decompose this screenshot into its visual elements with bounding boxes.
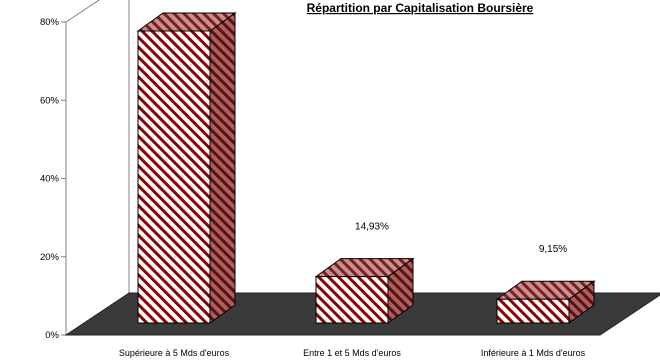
- labels-layer: 0% 20% 40% 60% 80% Supérieure à 5 Mds d'euros…: [40, 17, 586, 358]
- y-tick-label: 80%: [40, 17, 60, 28]
- x-tick-label: Entre 1 et 5 Mds d'euros: [303, 348, 401, 358]
- data-label: 14,93%: [355, 222, 389, 233]
- chart-title: Répartition par Capitalisation Boursière: [307, 1, 534, 15]
- y-tick-label: 20%: [40, 252, 60, 263]
- bar: [315, 276, 389, 324]
- bar: [137, 30, 211, 324]
- data-label: 9,15%: [539, 244, 567, 255]
- x-tick-label: Supérieure à 5 Mds d'euros: [119, 348, 230, 358]
- bar-side: [209, 12, 236, 324]
- y-tick-label: 40%: [40, 174, 60, 185]
- bars-layer: [136, 12, 596, 324]
- y-tick-label: 60%: [40, 95, 60, 106]
- bar: [496, 298, 570, 324]
- x-tick-label: Inférieure à 1 Mds d'euros: [481, 348, 586, 358]
- y-tick-label: 0%: [45, 330, 59, 341]
- wall-top-edge: [65, 0, 100, 23]
